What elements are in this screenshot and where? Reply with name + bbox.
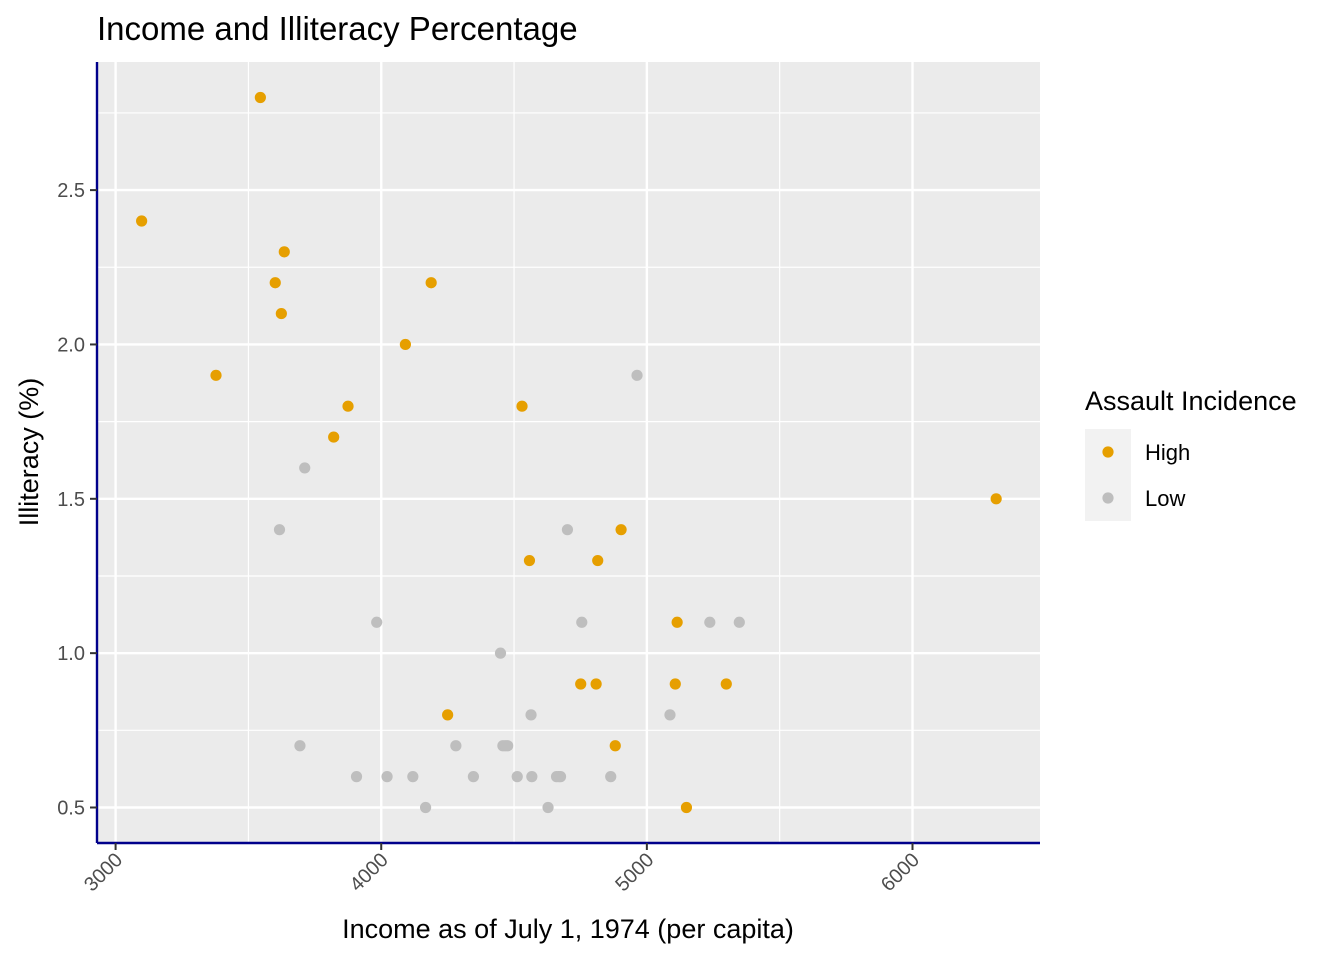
data-point-high [442,709,454,721]
legend-key-background [1085,429,1131,521]
data-point-low [381,771,393,783]
data-point-low [526,771,538,783]
data-point-high [516,400,528,412]
x-axis-label: Income as of July 1, 1974 (per capita) [342,914,794,944]
data-point-high [254,91,266,104]
y-tick-label: 1.5 [57,489,85,511]
y-tick-label: 2.5 [57,180,85,202]
data-point-high [990,493,1002,505]
legend-label-low: Low [1145,486,1185,511]
data-point-low [542,801,554,814]
data-point-high [671,616,683,628]
data-point-low [561,524,574,536]
data-point-high [275,307,287,320]
x-tick-label: 3000 [80,849,127,896]
data-point-high [615,524,627,536]
minor-gridlines [97,62,1040,843]
data-point-high [609,740,621,752]
data-point-high [269,277,281,289]
data-point-high [680,801,693,814]
data-point-high [278,246,290,258]
data-point-low [554,771,567,783]
major-gridlines [97,62,1040,843]
legend-key-high [1102,446,1114,458]
legend-label-high: High [1145,440,1190,465]
data-point-high [425,277,437,289]
data-point-low [664,709,676,721]
x-tick-label: 5000 [611,849,658,896]
data-point-high [136,215,148,227]
data-point-low [467,771,480,783]
y-tick-label: 0.5 [57,798,85,820]
data-point-high [523,554,536,567]
y-axis-ticks: 0.5 1.0 1.5 2.0 2.5 [57,180,97,820]
data-point-high [342,400,354,412]
legend-key-low [1102,492,1114,504]
data-point-high [590,678,602,690]
data-point-low [350,771,363,783]
data-point-low [371,616,383,628]
data-point-low [576,616,588,628]
data-point-low [631,369,643,381]
y-axis-label: Illiteracy (%) [14,378,44,527]
data-point-low [407,771,419,783]
y-tick-label: 2.0 [57,334,85,356]
legend-title: Assault Incidence [1085,386,1297,416]
data-point-high [399,338,412,351]
legend: Assault Incidence High Low [1085,386,1297,521]
data-point-low [704,616,716,628]
data-point-low [502,740,514,752]
data-point-high [720,678,732,690]
data-points [136,91,1002,814]
data-point-low [525,709,537,721]
chart-title: Income and Illiteracy Percentage [97,10,578,47]
data-point-high [669,678,681,690]
data-point-high [575,678,587,690]
data-point-low [450,740,462,752]
y-tick-label: 1.0 [57,643,85,665]
x-axis-ticks: 3000 4000 5000 6000 [80,843,924,896]
x-tick-label: 4000 [346,849,393,896]
data-point-low [494,647,507,659]
x-tick-label: 6000 [877,849,924,896]
data-point-low [733,616,745,628]
data-point-low [299,462,311,474]
data-point-low [605,771,617,783]
data-point-low [419,801,432,814]
data-point-low [294,740,306,752]
data-point-high [328,431,340,443]
data-point-high [592,554,604,567]
plot-panel [97,62,1040,843]
data-point-low [273,524,286,536]
data-point-high [210,369,222,381]
data-point-low [511,771,523,783]
